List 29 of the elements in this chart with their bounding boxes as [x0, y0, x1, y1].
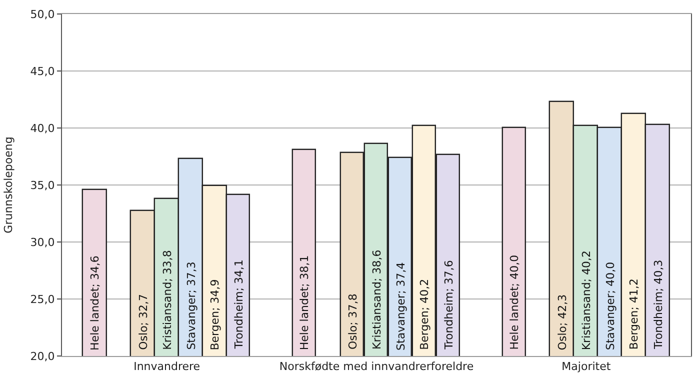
data-label: Trondheim; 37,6	[442, 260, 456, 350]
data-label: Stavanger; 37,4	[394, 262, 408, 350]
data-label: Kristiansand; 33,8	[160, 250, 174, 350]
data-label: Stavanger; 40,0	[604, 262, 618, 350]
data-label: Trondheim; 40,3	[652, 260, 666, 350]
data-label: Hele landet; 34,6	[88, 256, 102, 350]
x-tick-label: Norskfødte med innvandrerforeldre	[279, 360, 474, 374]
y-tick-label: 25,0	[30, 292, 55, 306]
data-label: Oslo; 37,8	[346, 294, 360, 350]
data-label: Trondheim; 34,1	[232, 259, 246, 350]
data-label: Bergen; 34,9	[208, 279, 222, 350]
y-tick-label: 20,0	[30, 350, 55, 363]
y-tick-label: 35,0	[30, 178, 55, 192]
y-tick-label: 40,0	[30, 122, 55, 135]
data-label: Bergen; 40,2	[418, 278, 431, 350]
data-label: Kristiansand; 38,6	[370, 250, 384, 350]
data-label: Oslo; 32,7	[136, 294, 150, 350]
y-tick-label: 45,0	[30, 64, 55, 78]
x-tick-label: Innvandrere	[134, 360, 200, 374]
x-tick-label: Majoritet	[562, 360, 612, 374]
data-label: Hele landet; 40,0	[508, 254, 521, 350]
y-axis-title: Grunnskolepoeng	[2, 136, 15, 234]
data-label: Bergen; 41,2	[628, 278, 641, 350]
data-label: Oslo; 42,3	[556, 294, 570, 350]
y-tick-label: 50,0	[30, 8, 55, 21]
data-label: Kristiansand; 40,2	[580, 250, 594, 350]
data-label: Hele landet; 38,1	[298, 255, 312, 350]
y-tick-label: 30,0	[30, 236, 55, 249]
data-label: Stavanger; 37,3	[184, 262, 198, 350]
